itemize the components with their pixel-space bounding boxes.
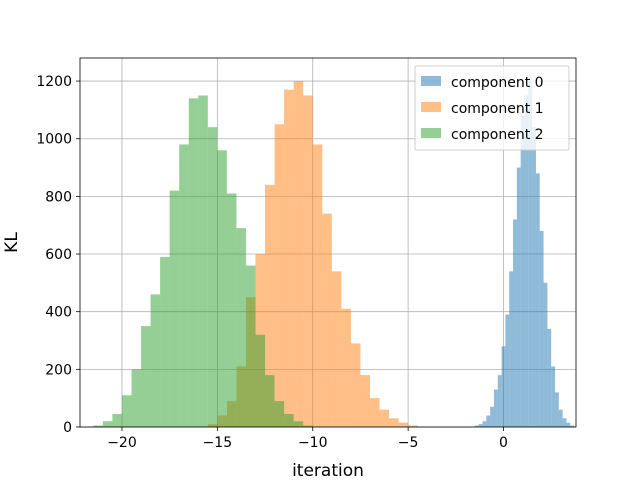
bar-series-1 <box>369 398 380 427</box>
bar-series-2 <box>198 95 208 427</box>
y-tick-label: 200 <box>45 362 72 378</box>
bar-series-2 <box>131 369 142 427</box>
bar-series-0 <box>516 167 521 427</box>
bar-series-2 <box>150 294 161 427</box>
y-tick-label: 1000 <box>36 132 72 148</box>
bar-series-1 <box>265 184 275 427</box>
legend-label: component 2 <box>451 127 544 143</box>
legend-swatch <box>421 128 441 138</box>
bar-series-2 <box>207 127 218 427</box>
bar-series-1 <box>389 418 399 427</box>
plot-frame <box>79 57 577 428</box>
bar-series-2 <box>169 190 180 427</box>
bar-series-2 <box>245 265 256 427</box>
legend-label: component 0 <box>451 75 544 91</box>
bar-series-2 <box>179 144 189 427</box>
bar-series-1 <box>284 89 294 427</box>
bar-series-0 <box>539 230 544 427</box>
bar-series-0 <box>547 328 552 427</box>
bar-series-0 <box>543 282 548 427</box>
bar-series-2 <box>284 414 294 427</box>
bar-series-1 <box>341 308 351 427</box>
x-tick-label: 0 <box>499 435 508 451</box>
bar-series-2 <box>112 414 122 427</box>
bar-series-2 <box>293 421 304 427</box>
bar-series-0 <box>551 366 556 427</box>
bar-series-0 <box>486 415 491 427</box>
bar-series-0 <box>558 409 563 427</box>
bar-series-2 <box>274 401 285 427</box>
bar-series-2 <box>93 425 103 427</box>
y-tick-label: 800 <box>45 189 72 205</box>
y-tick-label: 1200 <box>36 74 72 90</box>
axis-ticks: −20 −15 −10 −5 0 0 200 400 600 800 1000 1200 <box>36 74 508 451</box>
legend-label: component 1 <box>451 101 544 117</box>
bar-series-0 <box>524 95 529 427</box>
bar-series-1 <box>379 409 390 427</box>
x-tick-label: −5 <box>398 435 419 451</box>
bar-series-2 <box>141 326 151 427</box>
bar-series-2 <box>121 395 132 427</box>
bar-series-1 <box>303 95 313 427</box>
y-tick-label: 400 <box>45 305 72 321</box>
bar-series-0 <box>490 406 494 427</box>
bar-series-0 <box>505 314 510 427</box>
bar-series-0 <box>501 346 506 427</box>
bar-series-0 <box>535 173 540 427</box>
bar-series-0 <box>520 115 525 427</box>
bar-series-1 <box>350 343 361 427</box>
bar-series-2 <box>265 375 275 427</box>
x-axis-label: iteration <box>292 461 364 480</box>
bar-series-1 <box>398 422 409 427</box>
bar-series-2 <box>255 334 266 427</box>
bar-series-0 <box>493 389 498 427</box>
bar-series-1 <box>274 124 285 427</box>
bar-series-0 <box>528 81 533 427</box>
bar-series-0 <box>532 127 536 427</box>
x-tick-label: −10 <box>298 435 328 451</box>
bar-series-2 <box>303 425 313 427</box>
bar-series-0 <box>474 425 479 427</box>
bar-series-2 <box>160 256 170 427</box>
bar-series-2 <box>102 421 113 427</box>
legend-box <box>414 65 570 151</box>
x-tick-label: −15 <box>203 435 233 451</box>
legend: component 0 component 1 component 2 <box>414 65 570 151</box>
y-axis-label: KL <box>2 232 22 253</box>
bar-series-1 <box>408 425 418 427</box>
bar-series-0 <box>513 219 517 427</box>
bar-series-0 <box>570 425 575 427</box>
bar-series-1 <box>293 81 304 427</box>
bar-series-0 <box>555 392 559 427</box>
bar-series-2 <box>217 150 227 427</box>
bar-series-0 <box>497 375 502 427</box>
histogram-bars <box>93 81 575 427</box>
bar-series-2 <box>236 228 246 427</box>
bar-series-1 <box>331 271 342 427</box>
bar-series-1 <box>322 213 332 427</box>
bar-series-2 <box>226 193 237 427</box>
y-tick-label: 0 <box>63 420 72 436</box>
bar-series-0 <box>478 424 483 427</box>
bar-series-2 <box>188 98 199 427</box>
x-tick-label: −20 <box>107 435 137 451</box>
y-tick-label: 600 <box>45 247 72 263</box>
bar-series-1 <box>312 144 323 427</box>
bar-series-0 <box>482 421 487 427</box>
bar-series-0 <box>509 271 514 427</box>
bar-series-1 <box>360 375 370 427</box>
bar-series-0 <box>562 418 567 427</box>
legend-swatch <box>421 76 441 86</box>
legend-swatch <box>421 102 441 112</box>
bar-series-0 <box>566 422 571 427</box>
